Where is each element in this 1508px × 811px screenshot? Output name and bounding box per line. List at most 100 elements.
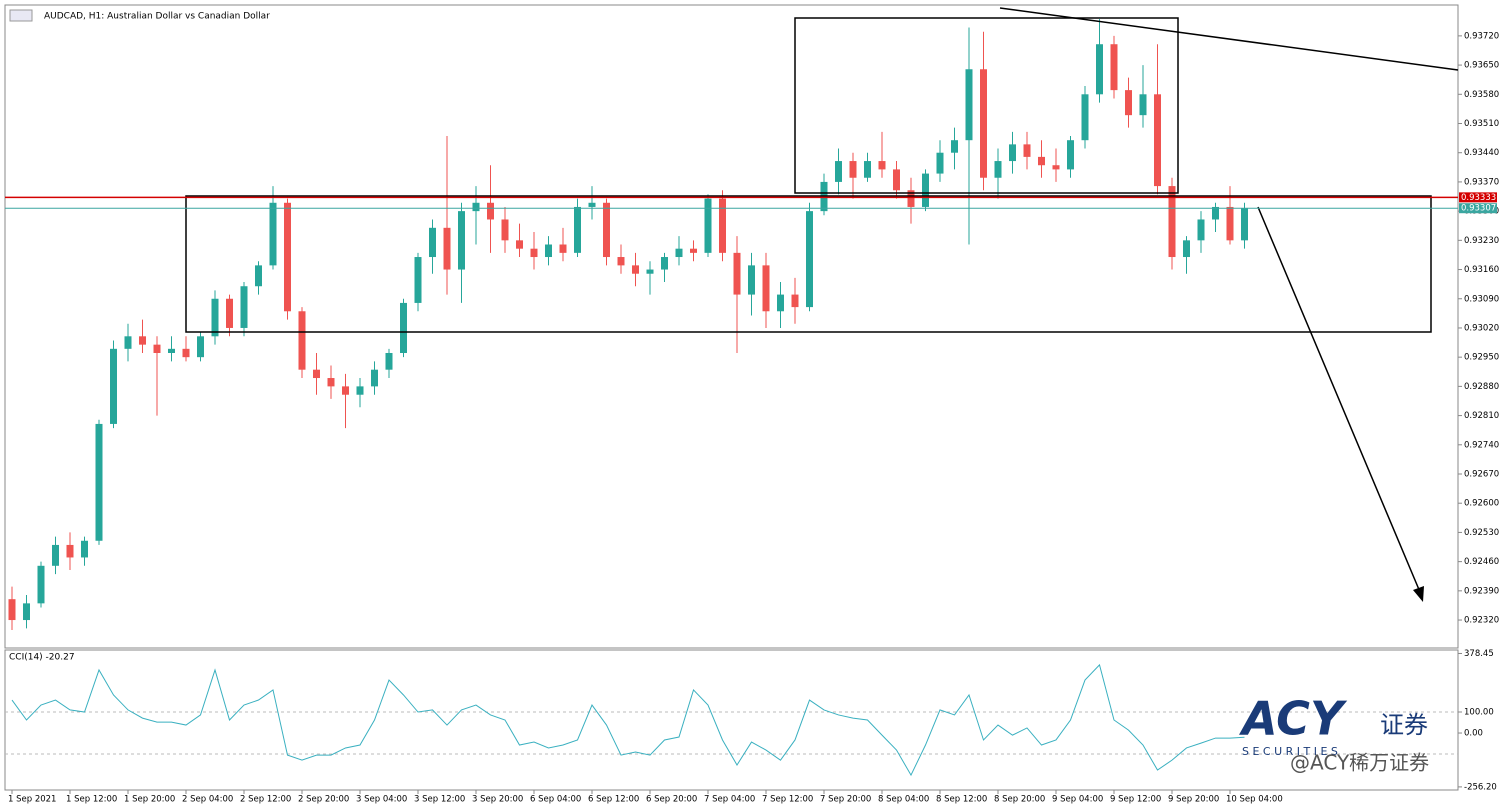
y-tick-label: 0.92600: [1464, 499, 1499, 509]
price-tag: [1459, 203, 1497, 214]
candle-body: [1038, 156, 1045, 166]
candle-body: [1139, 94, 1147, 116]
candle-body: [385, 352, 393, 370]
arrow-head: [1413, 586, 1424, 602]
candle-body: [617, 257, 625, 266]
candle-body: [240, 286, 248, 328]
candle-body: [559, 244, 567, 253]
brand: ACY: [1239, 692, 1348, 746]
x-tick-label: 2 Sep 04:00: [182, 795, 233, 805]
candle-body: [530, 248, 538, 258]
candle-body: [1154, 94, 1161, 187]
price-tag: [1459, 192, 1497, 203]
candle-body: [226, 298, 233, 328]
candle-body: [501, 219, 509, 241]
y-tick-label: 0.92390: [1464, 586, 1499, 596]
y-tick-label: 0.93230: [1464, 236, 1499, 246]
symbol-icon: [9, 9, 33, 22]
candle-body: [603, 202, 610, 258]
price-tag-label: 0.93333: [1461, 193, 1496, 203]
candle-body: [777, 294, 784, 312]
x-tick-label: 6 Sep 12:00: [588, 795, 639, 805]
candle-body: [1168, 186, 1176, 258]
x-tick-label: 1 Sep 2021: [8, 795, 56, 805]
candle-body: [255, 265, 262, 287]
y-tick-label: 0.92460: [1464, 557, 1499, 567]
candle-body: [153, 344, 161, 353]
watermark: ACY 证券 S E C U R I T I E S @ACY稀万证券: [1239, 692, 1429, 775]
candle-body: [588, 202, 596, 207]
x-tick-label: 9 Sep 04:00: [1052, 795, 1103, 805]
x-tick-label: 10 Sep 04:00: [1226, 795, 1283, 805]
y-tick-label: 0.92950: [1464, 353, 1499, 363]
candle-body: [298, 311, 306, 370]
y-tick-label: 0.92880: [1464, 382, 1499, 392]
top-box: [794, 17, 1179, 194]
candle-body: [545, 244, 552, 258]
candle-body: [37, 565, 45, 604]
y-tick-label: 0.92320: [1464, 616, 1499, 626]
x-tick-label: 2 Sep 20:00: [298, 795, 349, 805]
candle-body: [269, 202, 277, 266]
candle-body: [81, 540, 88, 558]
candle-body: [1096, 44, 1103, 95]
x-tick-label: 9 Sep 12:00: [1110, 795, 1161, 805]
candle-body: [1212, 206, 1219, 220]
candle-body: [951, 140, 958, 153]
candle-body: [1125, 90, 1132, 116]
candle-body: [110, 348, 117, 424]
candle-body: [1023, 144, 1031, 157]
candle-body: [762, 265, 770, 312]
candle-body: [1067, 140, 1074, 170]
candle-body: [1110, 44, 1118, 91]
candle-body: [429, 227, 436, 258]
candle-body: [1226, 206, 1234, 241]
candle-body: [994, 161, 1002, 178]
y-tick-label: 378.45: [1464, 649, 1494, 659]
y-tick-label: 100.00: [1464, 708, 1494, 718]
candle-body: [371, 369, 378, 387]
candle-body: [443, 227, 451, 270]
candle-body: [1081, 94, 1089, 141]
y-tick-label: 0.00: [1464, 729, 1483, 739]
candle-body: [835, 161, 842, 182]
candle-body: [197, 336, 204, 358]
x-tick-label: 8 Sep 04:00: [878, 795, 929, 805]
candle-body: [849, 161, 857, 178]
range-box: [185, 195, 1432, 333]
y-tick-label: 0.93720: [1464, 31, 1499, 41]
candle-body: [1241, 208, 1248, 241]
candle-body: [980, 69, 987, 178]
candle-body: [8, 599, 16, 621]
cci-panel: [4, 649, 1459, 791]
candle-body: [675, 248, 683, 258]
x-tick-label: 7 Sep 04:00: [704, 795, 755, 805]
candle-body: [487, 202, 494, 220]
arrow-line: [1257, 206, 1421, 593]
cci-line: [11, 663, 1245, 777]
candle-body: [748, 265, 755, 295]
candle-body: [806, 211, 813, 308]
candle-body: [965, 69, 973, 141]
candle-body: [139, 336, 146, 345]
x-tick-label: 6 Sep 20:00: [646, 795, 697, 805]
candle-body: [400, 302, 407, 353]
candle-body: [733, 252, 741, 295]
candle-body: [95, 423, 103, 541]
candle-body: [936, 152, 944, 174]
candle-body: [458, 211, 465, 270]
y-tick-label: 0.93440: [1464, 148, 1499, 158]
annotations: [185, 7, 1459, 602]
candle-body: [632, 265, 639, 274]
candle-body: [66, 544, 74, 558]
candle-body: [23, 603, 30, 621]
candle-body: [719, 198, 726, 253]
x-tick-label: 2 Sep 12:00: [240, 795, 291, 805]
candle-body: [646, 269, 654, 274]
y-tick-label: 0.92530: [1464, 528, 1499, 538]
x-tick-label: 3 Sep 20:00: [472, 795, 523, 805]
candle-body: [690, 248, 697, 253]
x-tick-label: 9 Sep 20:00: [1168, 795, 1219, 805]
y-tick-label: 0.93510: [1464, 119, 1499, 129]
